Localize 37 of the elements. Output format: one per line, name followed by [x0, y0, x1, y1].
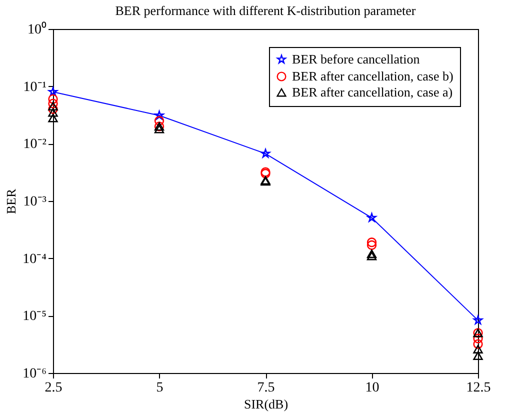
y-tick-label: 10⁻⁶ [22, 366, 47, 382]
y-tick-label: 10⁰ [28, 22, 46, 38]
point [473, 334, 483, 344]
x-tick-label: 5 [156, 380, 164, 396]
x-tick-label: 10 [365, 380, 380, 396]
point [473, 339, 483, 349]
point [48, 108, 58, 117]
x-tick-label: 12.5 [466, 380, 491, 396]
point [48, 114, 58, 122]
point [48, 102, 58, 110]
point [48, 104, 58, 114]
point [48, 94, 58, 104]
point [473, 315, 483, 324]
x-tick-label: 7.5 [257, 380, 275, 396]
y-tick-label: 10⁻¹ [23, 80, 46, 95]
legend-label: BER after cancellation, case a) [292, 84, 453, 100]
point [366, 238, 377, 248]
x-axis-title: SIR(dB) [244, 396, 288, 412]
legend-label: BER before cancellation [292, 52, 420, 66]
y-axis-title: BER [4, 188, 19, 214]
point [154, 116, 164, 126]
point [366, 250, 377, 258]
point [154, 124, 164, 134]
point [48, 98, 58, 108]
point [48, 87, 58, 96]
point [260, 148, 270, 158]
point [366, 240, 377, 250]
x-tick-label: 2.5 [44, 380, 62, 396]
point [473, 344, 483, 354]
y-tick-label: 10⁻⁵ [22, 309, 47, 324]
chart-title: BER performance with different K-distribution parameter [115, 3, 416, 18]
y-tick-label: 10⁻³ [23, 194, 46, 210]
y-tick-label: 10⁻⁴ [22, 252, 47, 267]
y-tick-label: 10⁻² [23, 137, 46, 152]
legend-label: BER after cancellation, case b) [292, 68, 454, 84]
point [473, 351, 483, 360]
point [366, 252, 377, 260]
